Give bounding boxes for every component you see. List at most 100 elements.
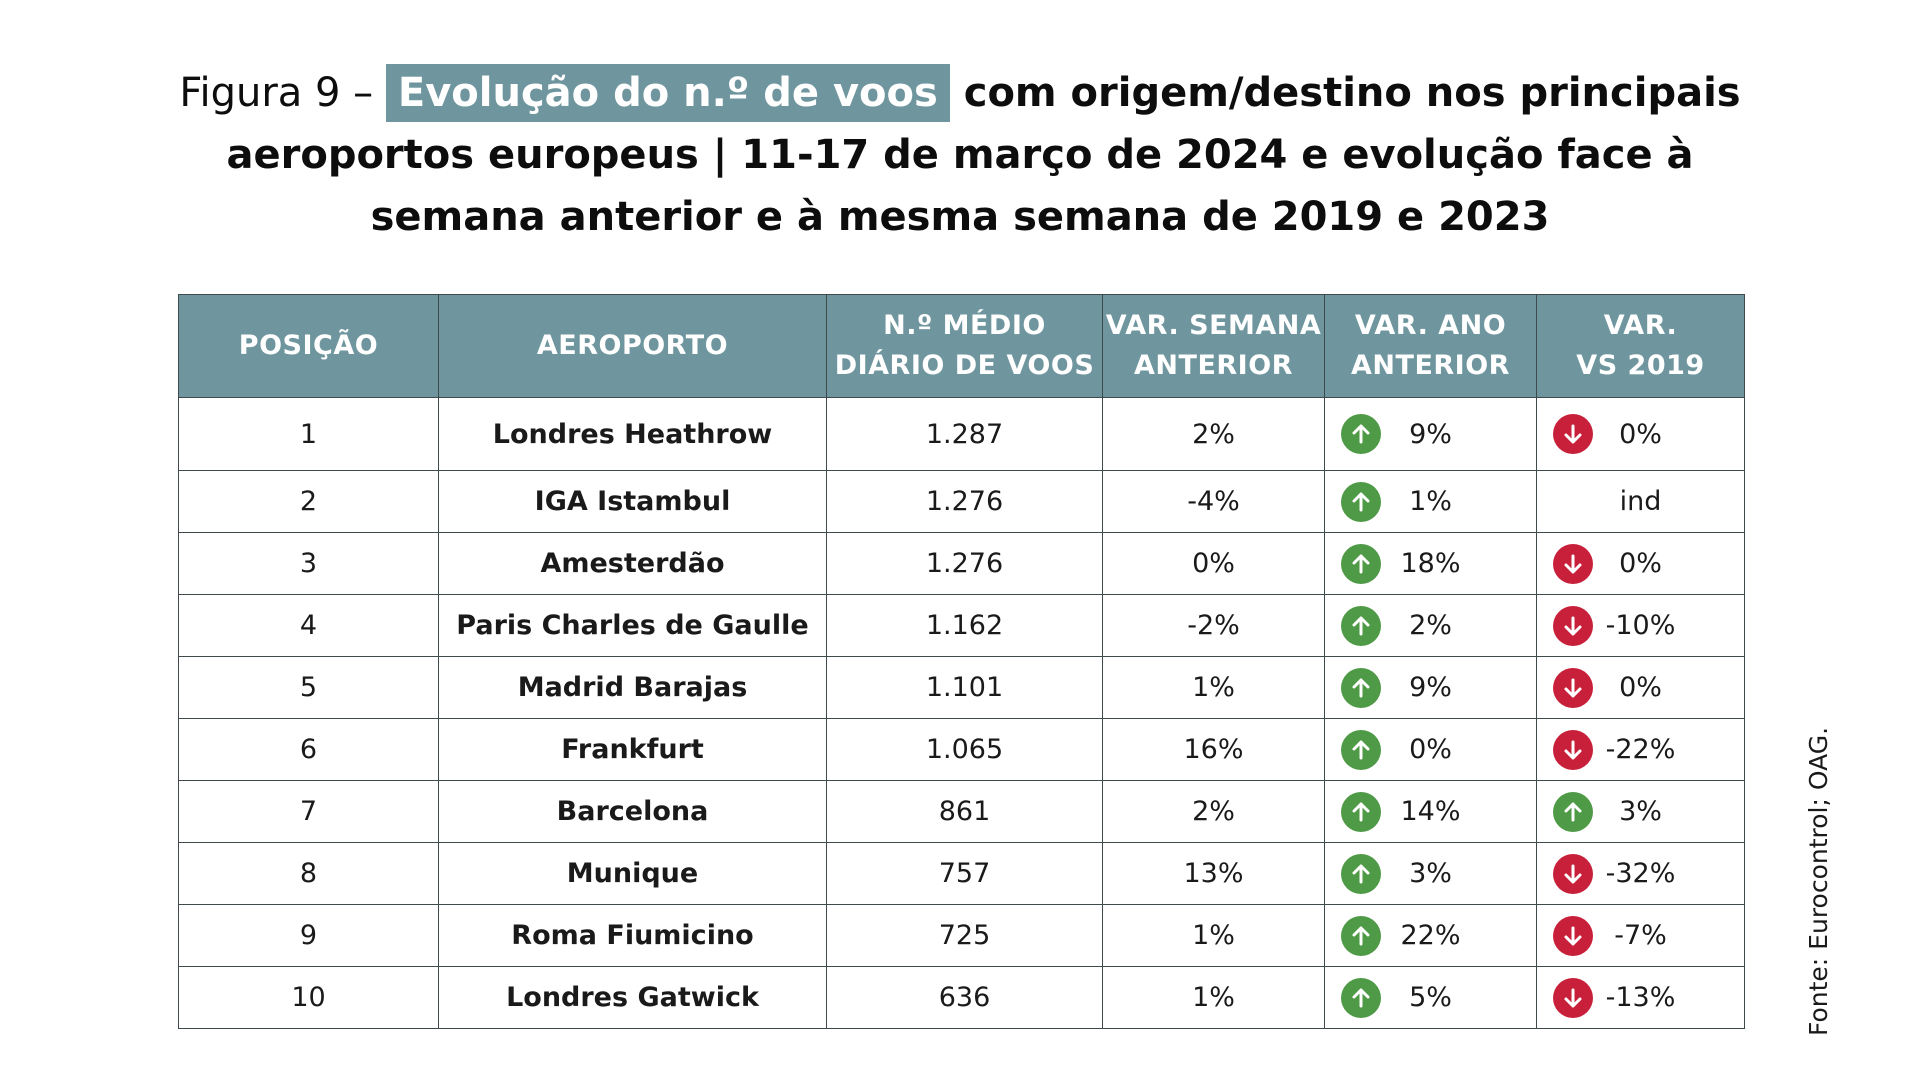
airport-cell: Madrid Barajas [438, 656, 827, 719]
var-week-value: -4% [1187, 486, 1240, 517]
var-week-cell: 1% [1102, 966, 1325, 1029]
title-line-1-rest: com origem/destino nos principais [949, 70, 1741, 116]
arrow-up-icon [1341, 977, 1381, 1018]
position-cell: 9 [178, 904, 439, 967]
avg-flights-cell: 1.276 [826, 532, 1103, 595]
var-2019-value: -7% [1614, 920, 1667, 951]
var-week-cell: 1% [1102, 656, 1325, 719]
airport-name: Roma Fiumicino [511, 920, 754, 951]
airport-name: Frankfurt [561, 734, 704, 765]
airport-name: Munique [566, 858, 699, 889]
var-year-cell: 9% [1324, 656, 1537, 719]
airport-name: Paris Charles de Gaulle [456, 610, 809, 641]
avg-flights-cell: 1.287 [826, 397, 1103, 471]
var-2019-value: 0% [1619, 418, 1662, 450]
var-year-value: 9% [1409, 418, 1452, 450]
var-year-value: 22% [1400, 920, 1461, 951]
var-2019-cell: 0% [1536, 656, 1745, 719]
header-2019-line-1: VAR. [1603, 310, 1678, 341]
position-value: 1 [299, 418, 318, 450]
title-line-3: semana anterior e à mesma semana de 2019… [370, 194, 1550, 240]
var-week-value: 1% [1192, 672, 1235, 703]
header-week-line-1: VAR. SEMANA [1105, 310, 1322, 341]
airport-cell: Paris Charles de Gaulle [438, 594, 827, 657]
airport-cell: Amesterdão [438, 532, 827, 595]
airport-cell: Frankfurt [438, 718, 827, 781]
avg-flights-value: 1.162 [925, 610, 1004, 641]
avg-flights-cell: 636 [826, 966, 1103, 1029]
var-2019-value: 3% [1619, 796, 1662, 827]
header-avg-line-1: N.º MÉDIO [883, 310, 1046, 341]
header-var-week: VAR. SEMANA ANTERIOR [1102, 294, 1325, 398]
var-year-value: 0% [1409, 734, 1452, 765]
avg-flights-cell: 1.162 [826, 594, 1103, 657]
airport-name: Londres Heathrow [492, 418, 773, 450]
var-week-cell: -2% [1102, 594, 1325, 657]
position-value: 6 [299, 734, 318, 765]
arrow-up-icon [1341, 729, 1381, 770]
arrow-down-icon [1553, 543, 1593, 584]
header-var-year: VAR. ANO ANTERIOR [1324, 294, 1537, 398]
var-week-cell: 2% [1102, 780, 1325, 843]
var-2019-value: -13% [1605, 982, 1676, 1013]
avg-flights-value: 757 [938, 858, 991, 889]
position-value: 2 [299, 486, 318, 517]
title-highlight: Evolução do n.º de voos [385, 64, 950, 122]
header-year-line-2: ANTERIOR [1351, 350, 1510, 381]
position-value: 4 [299, 610, 318, 641]
airport-cell: Barcelona [438, 780, 827, 843]
var-week-value: 13% [1183, 858, 1244, 889]
avg-flights-cell: 1.101 [826, 656, 1103, 719]
var-year-value: 1% [1409, 486, 1452, 517]
var-year-value: 14% [1400, 796, 1461, 827]
arrow-down-icon [1553, 667, 1593, 708]
var-week-value: 2% [1192, 796, 1235, 827]
var-week-cell: -4% [1102, 470, 1325, 533]
airport-cell: Londres Gatwick [438, 966, 827, 1029]
position-value: 10 [291, 982, 326, 1013]
avg-flights-value: 1.065 [925, 734, 1004, 765]
arrow-up-icon [1341, 414, 1381, 454]
avg-flights-value: 1.101 [925, 672, 1004, 703]
position-cell: 3 [178, 532, 439, 595]
var-2019-value: -10% [1605, 610, 1676, 641]
arrow-up-icon [1341, 667, 1381, 708]
avg-flights-cell: 1.065 [826, 718, 1103, 781]
airport-cell: Munique [438, 842, 827, 905]
figure-number: Figura 9 – [179, 70, 386, 116]
position-cell: 1 [178, 397, 439, 471]
title-line-1: Figura 9 – Evolução do n.º de voos com o… [0, 62, 1920, 124]
position-cell: 8 [178, 842, 439, 905]
avg-flights-cell: 757 [826, 842, 1103, 905]
header-position: POSIÇÃO [178, 294, 439, 398]
var-year-cell: 1% [1324, 470, 1537, 533]
header-avg-line-2: DIÁRIO DE VOOS [834, 350, 1095, 381]
arrow-down-icon [1553, 605, 1593, 646]
position-value: 7 [299, 796, 318, 827]
var-2019-value: ind [1619, 486, 1662, 517]
avg-flights-value: 1.276 [925, 548, 1004, 579]
var-week-value: 1% [1192, 920, 1235, 951]
avg-flights-value: 1.276 [925, 486, 1004, 517]
avg-flights-value: 861 [938, 796, 991, 827]
table-row: 9 Roma Fiumicino 725 1% 22% -7% [178, 904, 1745, 967]
arrow-up-icon [1341, 481, 1381, 522]
var-2019-cell: -10% [1536, 594, 1745, 657]
arrow-down-icon [1553, 977, 1593, 1018]
table-row: 4 Paris Charles de Gaulle 1.162 -2% 2% -… [178, 594, 1745, 657]
table-row: 1 Londres Heathrow 1.287 2% 9% 0% [178, 397, 1745, 471]
var-year-value: 5% [1409, 982, 1452, 1013]
var-year-cell: 22% [1324, 904, 1537, 967]
figure-title: Figura 9 – Evolução do n.º de voos com o… [0, 62, 1920, 248]
avg-flights-value: 636 [938, 982, 991, 1013]
position-cell: 4 [178, 594, 439, 657]
header-airport: AEROPORTO [438, 294, 827, 398]
arrow-up-icon [1341, 853, 1381, 894]
table-row: 6 Frankfurt 1.065 16% 0% -22% [178, 718, 1745, 781]
table-row: 8 Munique 757 13% 3% -32% [178, 842, 1745, 905]
var-2019-cell: -13% [1536, 966, 1745, 1029]
var-2019-value: -22% [1605, 734, 1676, 765]
arrow-up-icon [1553, 791, 1593, 832]
arrow-up-icon [1341, 605, 1381, 646]
var-week-cell: 1% [1102, 904, 1325, 967]
